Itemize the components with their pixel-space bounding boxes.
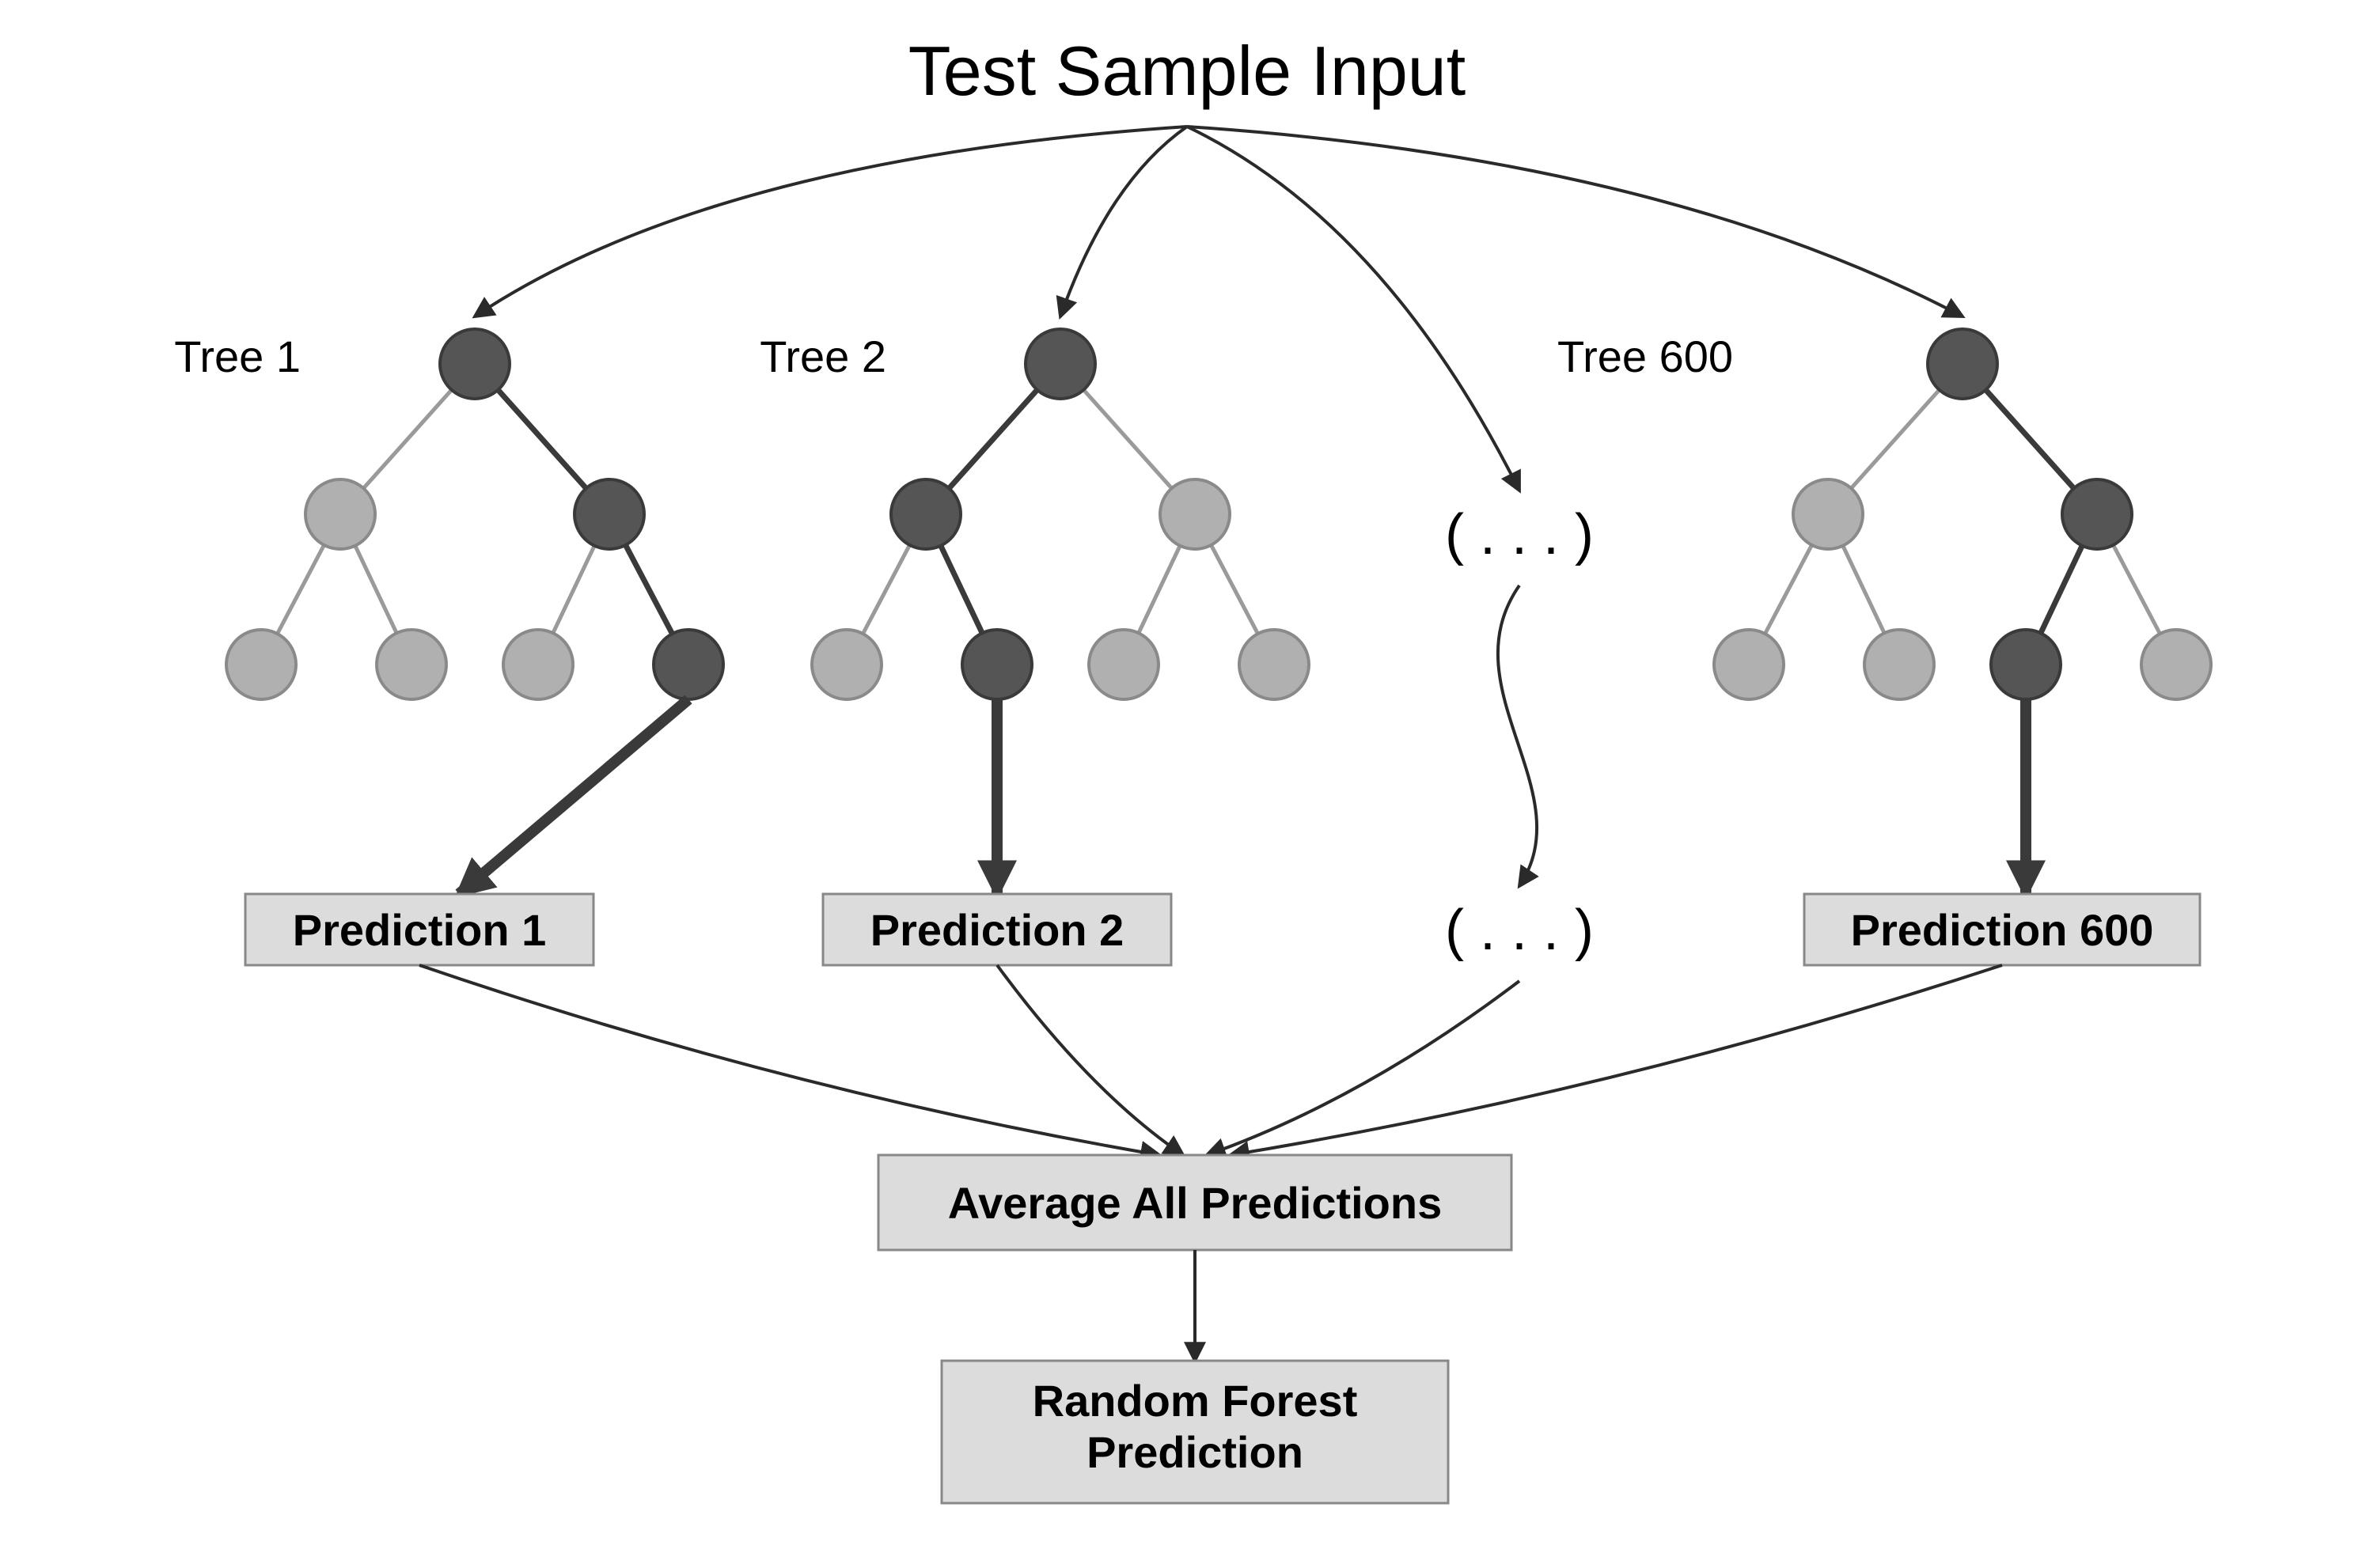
tree-2-label: Tree 600 (1557, 331, 1733, 381)
tree-0-label: Tree 1 (174, 331, 301, 381)
tree-1-node-r1 (1160, 479, 1230, 549)
tree-2-node-l1l (1714, 630, 1784, 699)
title-arrow-0 (475, 127, 1187, 316)
ellipsis-arrow (1498, 585, 1537, 886)
ellipsis-1: ( . . . ) (1445, 899, 1594, 962)
final-box-text-0: Random Forest (1033, 1376, 1358, 1426)
tree-2-node-r1 (2062, 479, 2132, 549)
tree-1-node-l1r (962, 630, 1032, 699)
tree-0-node-r1r (654, 630, 723, 699)
tree-0-leaf-arrow (459, 699, 688, 894)
tree-0-node-l1 (305, 479, 375, 549)
ellipsis-0: ( . . . ) (1445, 503, 1594, 566)
tree-1-node-r1l (1089, 630, 1159, 699)
tree-2-node-l1r (1864, 630, 1934, 699)
converge-arrow-1 (997, 965, 1183, 1155)
prediction-box-0-text: Prediction 1 (293, 905, 547, 955)
tree-1-node-l1l (812, 630, 882, 699)
tree-2-node-l1 (1793, 479, 1863, 549)
tree-1-node-root (1026, 329, 1095, 399)
random-forest-diagram: Test Sample Input Tree 1 Prediction 1 Tree … (0, 0, 2374, 1568)
tree-0-node-root (440, 329, 510, 399)
title-arrow-2 (1187, 127, 1519, 490)
final-box-text-1: Prediction (1087, 1427, 1303, 1477)
tree-0-node-l1r (377, 630, 446, 699)
tree-2-node-r1l (1991, 630, 2061, 699)
title-arrow-1 (1060, 127, 1187, 316)
converge-arrow-2 (1207, 981, 1519, 1155)
prediction-box-1-text: Prediction 2 (870, 905, 1124, 955)
converge-arrow-3 (1231, 965, 2002, 1155)
tree-1-node-r1r (1239, 630, 1309, 699)
converge-arrow-0 (419, 965, 1159, 1155)
tree-0-node-r1 (575, 479, 644, 549)
title-arrow-3 (1187, 127, 1963, 316)
tree-1-node-l1 (891, 479, 961, 549)
title: Test Sample Input (908, 32, 1466, 110)
tree-0-node-r1l (503, 630, 573, 699)
tree-1-label: Tree 2 (760, 331, 886, 381)
tree-2-node-root (1928, 329, 1997, 399)
tree-2-node-r1r (2141, 630, 2211, 699)
average-box-text: Average All Predictions (948, 1178, 1443, 1228)
tree-0-node-l1l (226, 630, 296, 699)
prediction-box-2-text: Prediction 600 (1851, 905, 2154, 955)
